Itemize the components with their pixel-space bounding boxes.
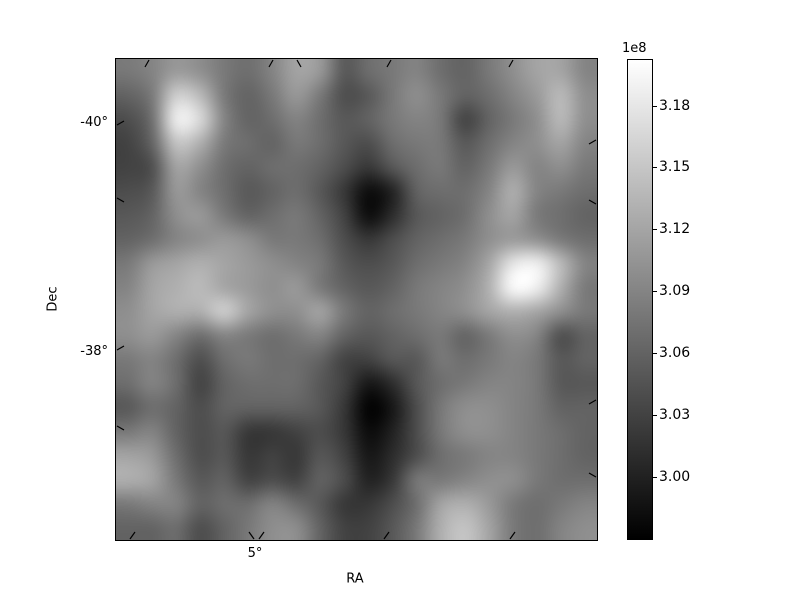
colorbar-tick-label: 3.00: [659, 469, 691, 485]
colorbar-tick-mark: [652, 291, 657, 292]
colorbar-tick-label: 3.06: [659, 345, 691, 361]
colorbar-gradient: [627, 59, 653, 540]
y-tick-label-minus38: -38°: [80, 344, 108, 359]
colorbar-tick-label: 3.18: [659, 98, 691, 114]
y-tick-label-minus40: -40°: [80, 115, 108, 130]
x-tick-label-5deg: 5°: [247, 546, 263, 561]
colorbar-tick-mark: [652, 353, 657, 354]
colorbar-scale-label: 1e8: [622, 41, 647, 56]
colorbar-tick-mark: [652, 229, 657, 230]
colorbar-tick-label: 3.09: [659, 283, 691, 299]
colorbar-tick-label: 3.12: [659, 221, 691, 237]
colorbar-tick-mark: [652, 106, 657, 107]
heatmap-image: [115, 58, 598, 541]
colorbar-tick-mark: [652, 477, 657, 478]
y-axis-label: Dec: [45, 286, 61, 312]
colorbar-tick-label: 3.15: [659, 159, 691, 175]
colorbar-tick-mark: [652, 167, 657, 168]
colorbar-tick-mark: [652, 415, 657, 416]
colorbar-tick-label: 3.03: [659, 407, 691, 423]
x-axis-label: RA: [346, 571, 364, 587]
